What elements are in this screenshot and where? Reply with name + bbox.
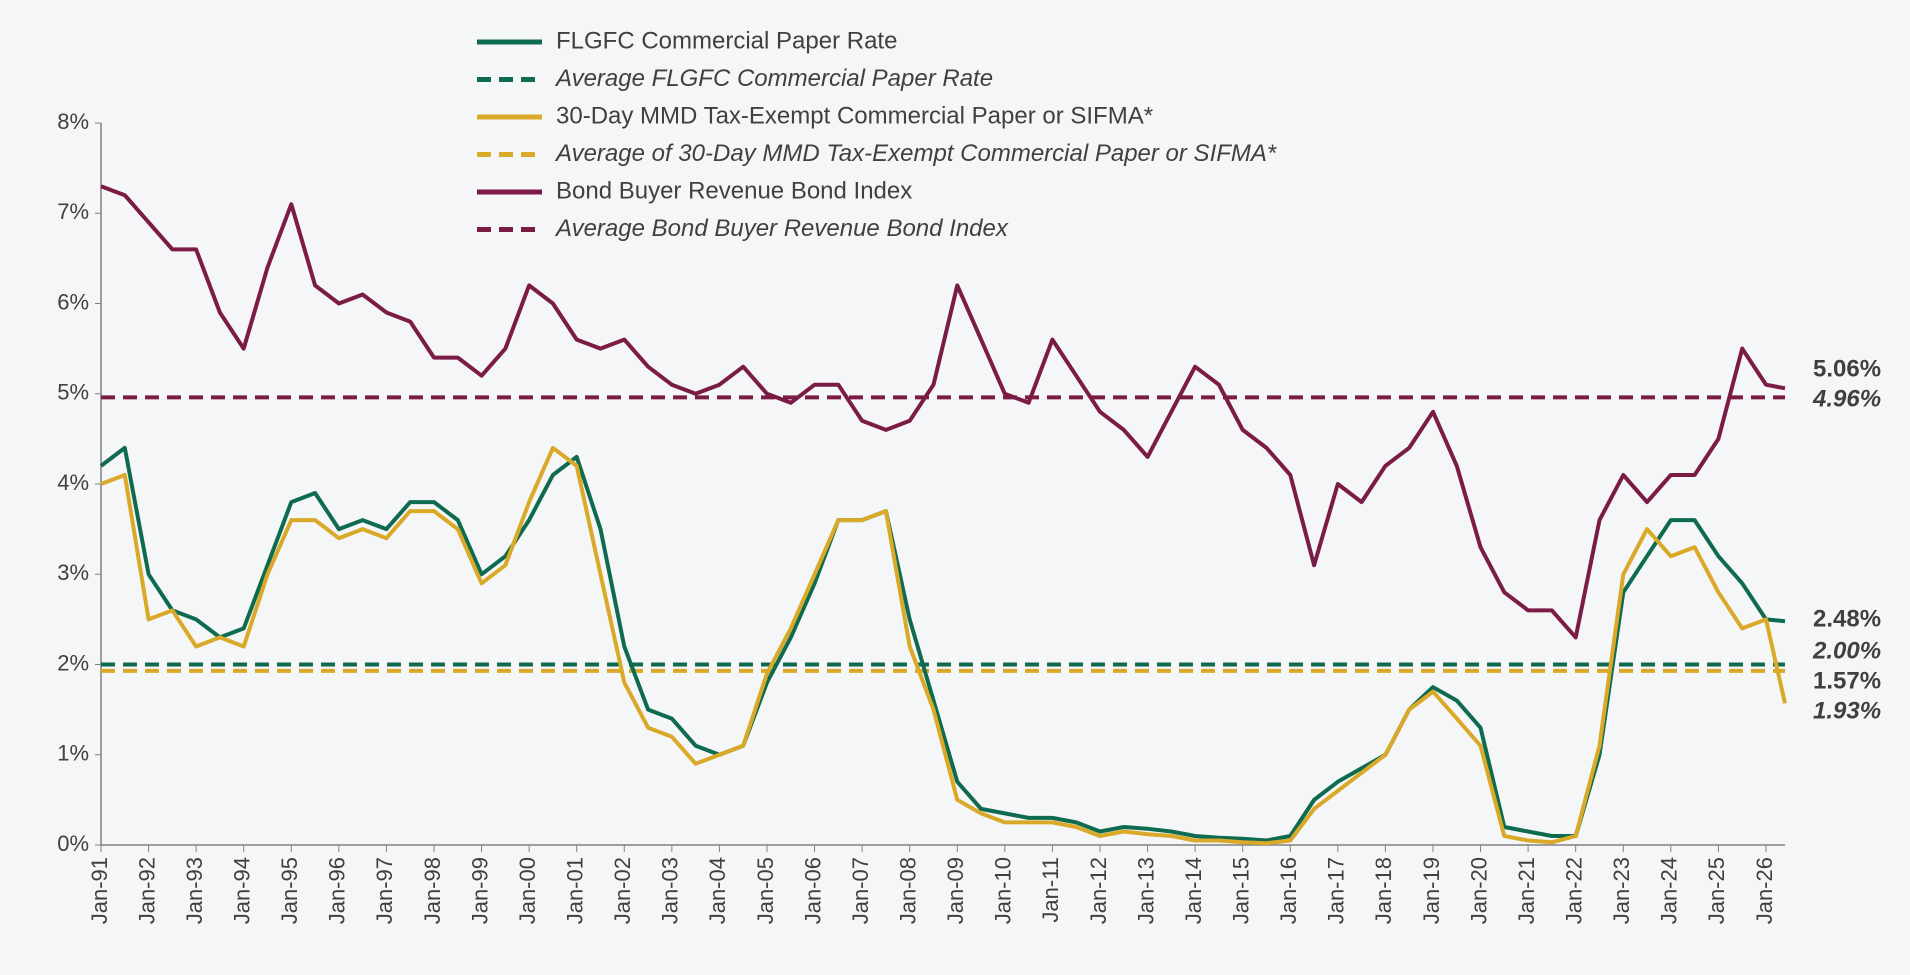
x-tick-label: Jan-06: [800, 857, 825, 924]
x-tick-label: Jan-95: [277, 857, 302, 924]
legend-label: Average Bond Buyer Revenue Bond Index: [554, 215, 1009, 242]
x-tick-label: Jan-09: [943, 857, 968, 924]
y-tick-label: 6%: [57, 289, 89, 314]
legend-label: Average of 30-Day MMD Tax-Exempt Commerc…: [554, 140, 1277, 167]
x-tick-label: Jan-12: [1086, 857, 1111, 924]
x-tick-label: Jan-00: [515, 857, 540, 924]
x-tick-label: Jan-25: [1704, 857, 1729, 924]
end-label: 1.57%: [1813, 667, 1881, 694]
legend-label: 30-Day MMD Tax-Exempt Commercial Paper o…: [556, 102, 1153, 129]
average-label: 1.93%: [1813, 697, 1881, 724]
x-tick-label: Jan-11: [1038, 857, 1063, 923]
x-tick-label: Jan-97: [372, 857, 397, 924]
end-label: 5.06%: [1813, 355, 1881, 382]
x-tick-label: Jan-02: [610, 857, 635, 924]
y-tick-label: 3%: [57, 560, 89, 585]
x-tick-label: Jan-03: [658, 857, 683, 924]
x-tick-label: Jan-10: [991, 857, 1016, 924]
series-line: [100, 445, 1787, 846]
end-label: 2.48%: [1813, 605, 1881, 632]
x-tick-label: Jan-24: [1657, 857, 1682, 924]
x-tick-label: Jan-19: [1419, 857, 1444, 924]
x-tick-label: Jan-92: [134, 857, 159, 924]
y-tick-label: 7%: [57, 199, 89, 224]
average-label: 2.00%: [1812, 637, 1881, 664]
x-tick-label: Jan-07: [848, 857, 873, 924]
x-tick-label: Jan-20: [1466, 857, 1491, 924]
x-tick-label: Jan-93: [182, 857, 207, 924]
x-tick-label: Jan-01: [563, 857, 588, 924]
x-tick-label: Jan-15: [1229, 857, 1254, 924]
series-line: [99, 445, 1786, 843]
x-tick-label: Jan-05: [753, 857, 778, 924]
x-tick-label: Jan-17: [1324, 857, 1349, 924]
x-tick-label: Jan-21: [1514, 857, 1539, 924]
y-tick-label: 5%: [57, 380, 89, 405]
legend-label: FLGFC Commercial Paper Rate: [556, 27, 897, 54]
y-tick-label: 1%: [57, 741, 89, 766]
x-tick-label: Jan-96: [325, 857, 350, 924]
y-tick-label: 8%: [57, 109, 89, 134]
x-tick-label: Jan-98: [420, 857, 445, 924]
x-tick-label: Jan-22: [1562, 857, 1587, 924]
x-tick-label: Jan-16: [1276, 857, 1301, 924]
y-tick-label: 2%: [57, 650, 89, 675]
x-tick-label: Jan-13: [1133, 857, 1158, 924]
series-line: [100, 184, 1786, 640]
x-tick-label: Jan-18: [1371, 857, 1396, 924]
x-tick-label: Jan-08: [896, 857, 921, 924]
x-tick-label: Jan-91: [87, 857, 112, 924]
x-tick-label: Jan-26: [1752, 857, 1777, 924]
y-tick-label: 4%: [57, 470, 89, 495]
x-tick-label: Jan-94: [230, 857, 255, 924]
y-tick-label: 0%: [57, 831, 89, 856]
x-tick-label: Jan-23: [1609, 857, 1634, 924]
x-tick-label: Jan-04: [705, 857, 730, 924]
legend-label: Bond Buyer Revenue Bond Index: [556, 177, 912, 204]
x-tick-label: Jan-14: [1181, 857, 1206, 924]
average-label: 4.96%: [1812, 385, 1881, 412]
legend-label: Average FLGFC Commercial Paper Rate: [554, 65, 993, 92]
x-tick-label: Jan-99: [467, 857, 492, 924]
